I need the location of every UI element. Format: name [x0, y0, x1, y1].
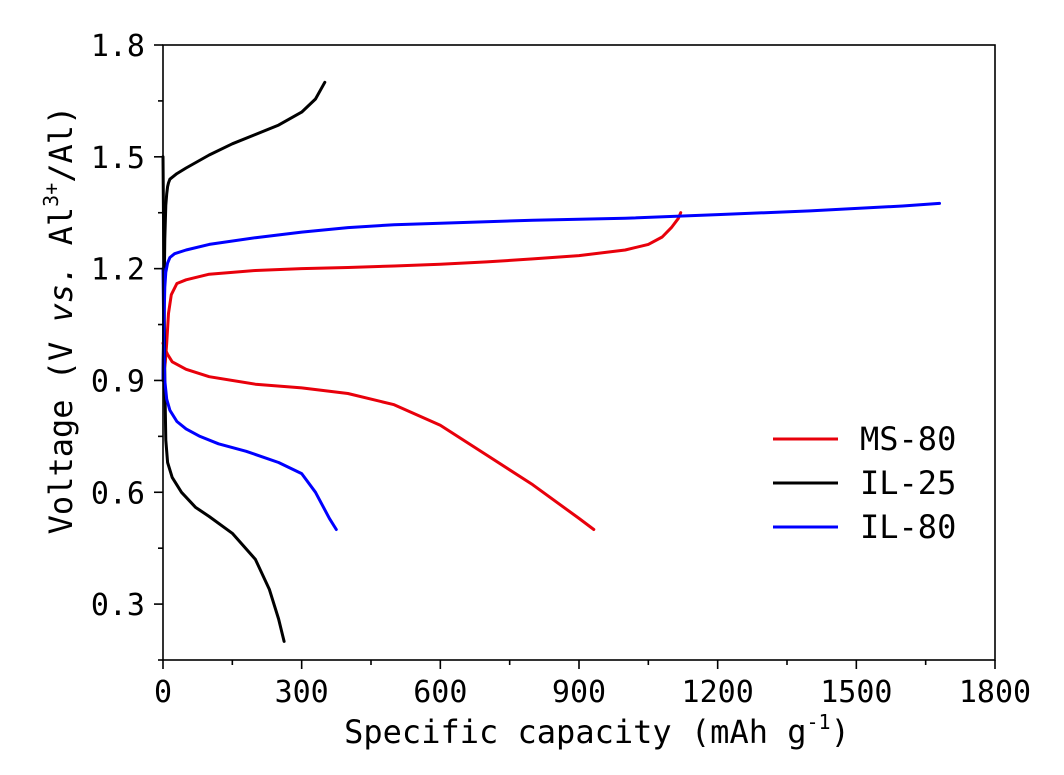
legend-label-il-25: IL-25 — [860, 464, 956, 502]
y-tick-label: 0.9 — [91, 364, 145, 399]
plot-series — [161, 80, 941, 643]
x-axis-title-suffix: ) — [831, 713, 850, 751]
x-tick-label: 0 — [154, 675, 172, 710]
x-tick-label: 900 — [552, 675, 606, 710]
tick-labels: 0 300 600 900 1200 1500 1800 0.3 0.6 0.9 1.2 1.5 1.8 — [91, 29, 1031, 710]
plot-frame — [162, 44, 996, 661]
axes — [162, 44, 996, 661]
y-axis-title-prefix: Voltage (V — [42, 322, 80, 534]
x-tick-label: 300 — [275, 675, 329, 710]
series-line-il-25-discharge — [161, 155, 286, 643]
y-tick-label: 0.3 — [91, 588, 145, 623]
y-axis-title-mid: Al — [42, 207, 80, 265]
x-tick-label: 1200 — [682, 675, 754, 710]
y-tick-label: 1.5 — [91, 141, 145, 176]
x-axis-title-text: Specific capacity (mAh g — [344, 713, 806, 751]
legend: MS-80 IL-25 IL-80 — [773, 420, 956, 546]
x-axis-title-superscript: -1 — [807, 710, 831, 734]
x-tick-label: 1500 — [820, 675, 892, 710]
y-axis-title-vs: vs. — [42, 265, 80, 323]
series-line-il-25-charge — [161, 80, 327, 382]
x-tick-label: 1800 — [959, 675, 1031, 710]
series-line-il-80-charge — [161, 201, 941, 382]
y-tick-label: 0.6 — [91, 476, 145, 511]
series-line-ms-80-charge — [161, 211, 683, 382]
y-tick-label: 1.8 — [91, 29, 145, 64]
x-tick-label: 600 — [413, 675, 467, 710]
y-axis-title-suffix: /Al) — [42, 106, 80, 183]
series-line-il-80-discharge — [161, 267, 338, 531]
x-axis-title: Specific capacity (mAh g-1) — [344, 710, 850, 751]
y-tick-label: 1.2 — [91, 253, 145, 288]
legend-label-il-80: IL-80 — [860, 508, 956, 546]
series-line-ms-80-discharge — [161, 341, 596, 531]
y-axis-title: Voltage (V vs. Al3+/Al) — [39, 106, 80, 535]
y-axis-title-superscript: 3+ — [39, 183, 63, 207]
legend-label-ms-80: MS-80 — [860, 420, 956, 458]
ticks — [154, 44, 996, 669]
